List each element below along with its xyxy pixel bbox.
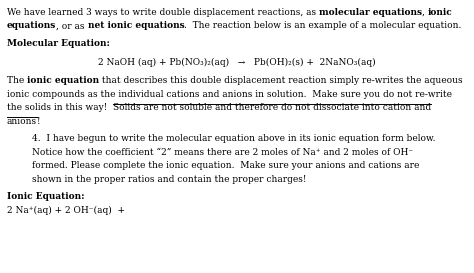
Text: Ionic Equation:: Ionic Equation:: [7, 192, 85, 201]
Text: shown in the proper ratios and contain the proper charges!: shown in the proper ratios and contain t…: [32, 175, 306, 184]
Text: The: The: [7, 76, 27, 85]
Text: Solids are not soluble and therefore do not dissociate into cation and: Solids are not soluble and therefore do …: [113, 103, 431, 112]
Text: ionic equation: ionic equation: [27, 76, 99, 85]
Text: 2 NaOH (aq) + Pb(NO₃)₂(aq)   →   Pb(OH)₂(s) +  2NaNO₃(aq): 2 NaOH (aq) + Pb(NO₃)₂(aq) → Pb(OH)₂(s) …: [98, 58, 376, 67]
Text: Molecular Equation:: Molecular Equation:: [7, 39, 110, 48]
Text: .  The reaction below is an example of a molecular equation.: . The reaction below is an example of a …: [184, 22, 462, 31]
Text: !: !: [37, 117, 41, 126]
Text: molecular equations: molecular equations: [319, 8, 422, 17]
Text: net ionic equations: net ionic equations: [88, 22, 184, 31]
Text: that describes this double displacement reaction simply re-writes the aqueous: that describes this double displacement …: [99, 76, 463, 85]
Text: , or as: , or as: [56, 22, 88, 31]
Text: We have learned 3 ways to write double displacement reactions, as: We have learned 3 ways to write double d…: [7, 8, 319, 17]
Text: ,: ,: [422, 8, 428, 17]
Text: formed. Please complete the ionic equation.  Make sure your anions and cations a: formed. Please complete the ionic equati…: [32, 161, 419, 170]
Text: ionic: ionic: [428, 8, 453, 17]
Text: ionic compounds as the individual cations and anions in solution.  Make sure you: ionic compounds as the individual cation…: [7, 90, 452, 99]
Text: anions: anions: [7, 117, 37, 126]
Text: equations: equations: [7, 22, 56, 31]
Text: the solids in this way!: the solids in this way!: [7, 103, 113, 112]
Text: 2 Na⁺(aq) + 2 OH⁻(aq)  +: 2 Na⁺(aq) + 2 OH⁻(aq) +: [7, 206, 125, 215]
Text: Notice how the coefficient “2” means there are 2 moles of Na⁺ and 2 moles of OH⁻: Notice how the coefficient “2” means the…: [32, 148, 413, 157]
Text: 4.  I have begun to write the molecular equation above in its ionic equation for: 4. I have begun to write the molecular e…: [32, 134, 436, 143]
